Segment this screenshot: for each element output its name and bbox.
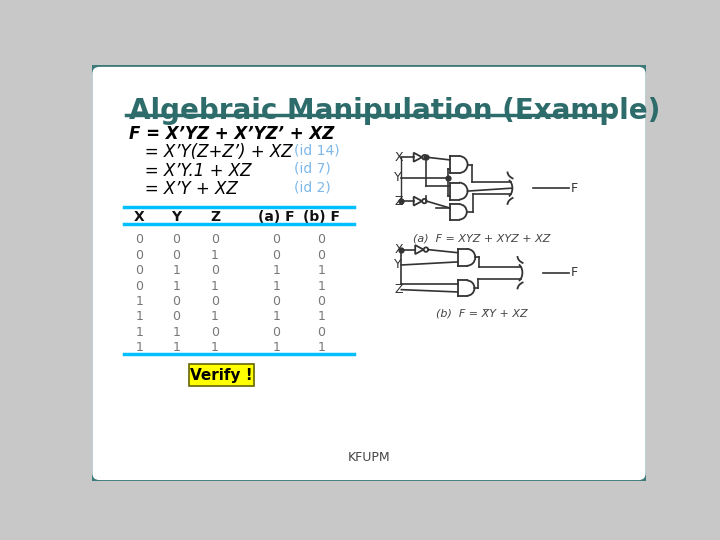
Text: 0: 0 — [273, 326, 281, 339]
Text: (id 2): (id 2) — [294, 180, 331, 194]
Text: (id 7): (id 7) — [294, 162, 331, 176]
Text: F: F — [571, 266, 578, 279]
Text: = X’Y(Z+Z’) + XZ: = X’Y(Z+Z’) + XZ — [129, 143, 292, 161]
Text: 1: 1 — [318, 264, 325, 277]
Text: 1: 1 — [273, 310, 281, 323]
Text: 1: 1 — [273, 341, 281, 354]
Text: (b)  F = X̅Y + XZ: (b) F = X̅Y + XZ — [436, 308, 528, 318]
Text: Z: Z — [210, 211, 220, 224]
Text: 1: 1 — [273, 280, 281, 293]
Text: 1: 1 — [273, 264, 281, 277]
Text: Y: Y — [395, 259, 402, 272]
Text: Z: Z — [395, 194, 403, 207]
Text: 0: 0 — [173, 233, 181, 246]
FancyBboxPatch shape — [189, 364, 253, 386]
Text: 1: 1 — [318, 341, 325, 354]
Text: 1: 1 — [135, 341, 143, 354]
Text: 0: 0 — [135, 249, 143, 262]
Text: 0: 0 — [273, 295, 281, 308]
Text: 0: 0 — [318, 233, 325, 246]
Text: 0: 0 — [211, 233, 219, 246]
Text: 0: 0 — [211, 264, 219, 277]
Text: 1: 1 — [318, 280, 325, 293]
Text: 0: 0 — [318, 249, 325, 262]
Text: 1: 1 — [173, 264, 181, 277]
Text: 1: 1 — [173, 326, 181, 339]
FancyBboxPatch shape — [90, 65, 648, 482]
Text: 1: 1 — [211, 310, 219, 323]
Text: 1: 1 — [211, 280, 219, 293]
Text: X: X — [134, 211, 145, 224]
Text: 1: 1 — [318, 310, 325, 323]
Text: 0: 0 — [135, 264, 143, 277]
Text: 0: 0 — [173, 310, 181, 323]
Text: Z: Z — [395, 283, 403, 296]
Text: 1: 1 — [135, 326, 143, 339]
Text: (a)  F = XYZ + XYZ + XZ: (a) F = XYZ + XYZ + XZ — [413, 233, 551, 244]
Text: = X’Y.1 + XZ: = X’Y.1 + XZ — [129, 162, 251, 180]
Text: 0: 0 — [173, 295, 181, 308]
Text: (a) F: (a) F — [258, 211, 295, 224]
Text: F: F — [571, 181, 578, 195]
Text: 0: 0 — [135, 233, 143, 246]
Text: 1: 1 — [173, 341, 181, 354]
Text: 0: 0 — [211, 295, 219, 308]
Text: (id 14): (id 14) — [294, 143, 340, 157]
Text: 1: 1 — [135, 295, 143, 308]
Text: Y: Y — [171, 211, 181, 224]
Text: 1: 1 — [211, 341, 219, 354]
Text: F = X’YZ + X’YZ’ + XZ: F = X’YZ + X’YZ’ + XZ — [129, 125, 334, 143]
Text: 0: 0 — [273, 249, 281, 262]
Text: 0: 0 — [273, 233, 281, 246]
Text: 1: 1 — [211, 249, 219, 262]
Text: = X’Y + XZ: = X’Y + XZ — [129, 180, 238, 198]
Text: 0: 0 — [135, 280, 143, 293]
Text: 1: 1 — [135, 310, 143, 323]
Text: X: X — [395, 243, 403, 256]
Text: 0: 0 — [318, 326, 325, 339]
Text: Y: Y — [395, 172, 402, 185]
Text: (b) F: (b) F — [302, 211, 340, 224]
Text: X: X — [395, 151, 403, 164]
Text: KFUPM: KFUPM — [348, 451, 390, 464]
Text: Algebraic Manipulation (Example): Algebraic Manipulation (Example) — [129, 97, 660, 125]
Text: 0: 0 — [318, 295, 325, 308]
Text: Verify !: Verify ! — [190, 368, 253, 383]
Text: 0: 0 — [211, 326, 219, 339]
Text: 0: 0 — [173, 249, 181, 262]
Text: 1: 1 — [173, 280, 181, 293]
